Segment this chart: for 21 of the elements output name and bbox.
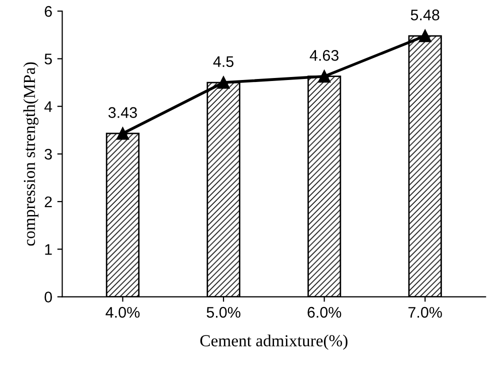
x-axis-title: Cement admixture(%) <box>200 334 348 350</box>
y-tick-label: 1 <box>45 244 52 255</box>
y-axis-title: compression strength(MPa) <box>23 62 38 246</box>
point <box>418 30 432 42</box>
data-label: 4.63 <box>310 50 338 61</box>
point <box>318 70 331 83</box>
y-tick-label: 2 <box>44 196 52 208</box>
x-tick-label: 7.0% <box>408 306 442 318</box>
point <box>217 76 230 89</box>
y-tick-label: 4 <box>44 101 52 112</box>
data-label: 3.43 <box>108 107 137 118</box>
x-tick-label: 5.0% <box>206 306 240 318</box>
data-label: 4.5 <box>213 56 234 68</box>
data-label: 5.48 <box>410 10 440 20</box>
y-tick-label: 6 <box>44 6 52 17</box>
y-tick-label: 5 <box>44 54 52 64</box>
y-tick-label: 0 <box>44 292 52 302</box>
y-tick-label: 3 <box>44 148 52 160</box>
point <box>116 127 129 140</box>
x-tick-label: 4.0% <box>106 306 140 318</box>
x-tick-label: 6.0% <box>308 306 342 318</box>
